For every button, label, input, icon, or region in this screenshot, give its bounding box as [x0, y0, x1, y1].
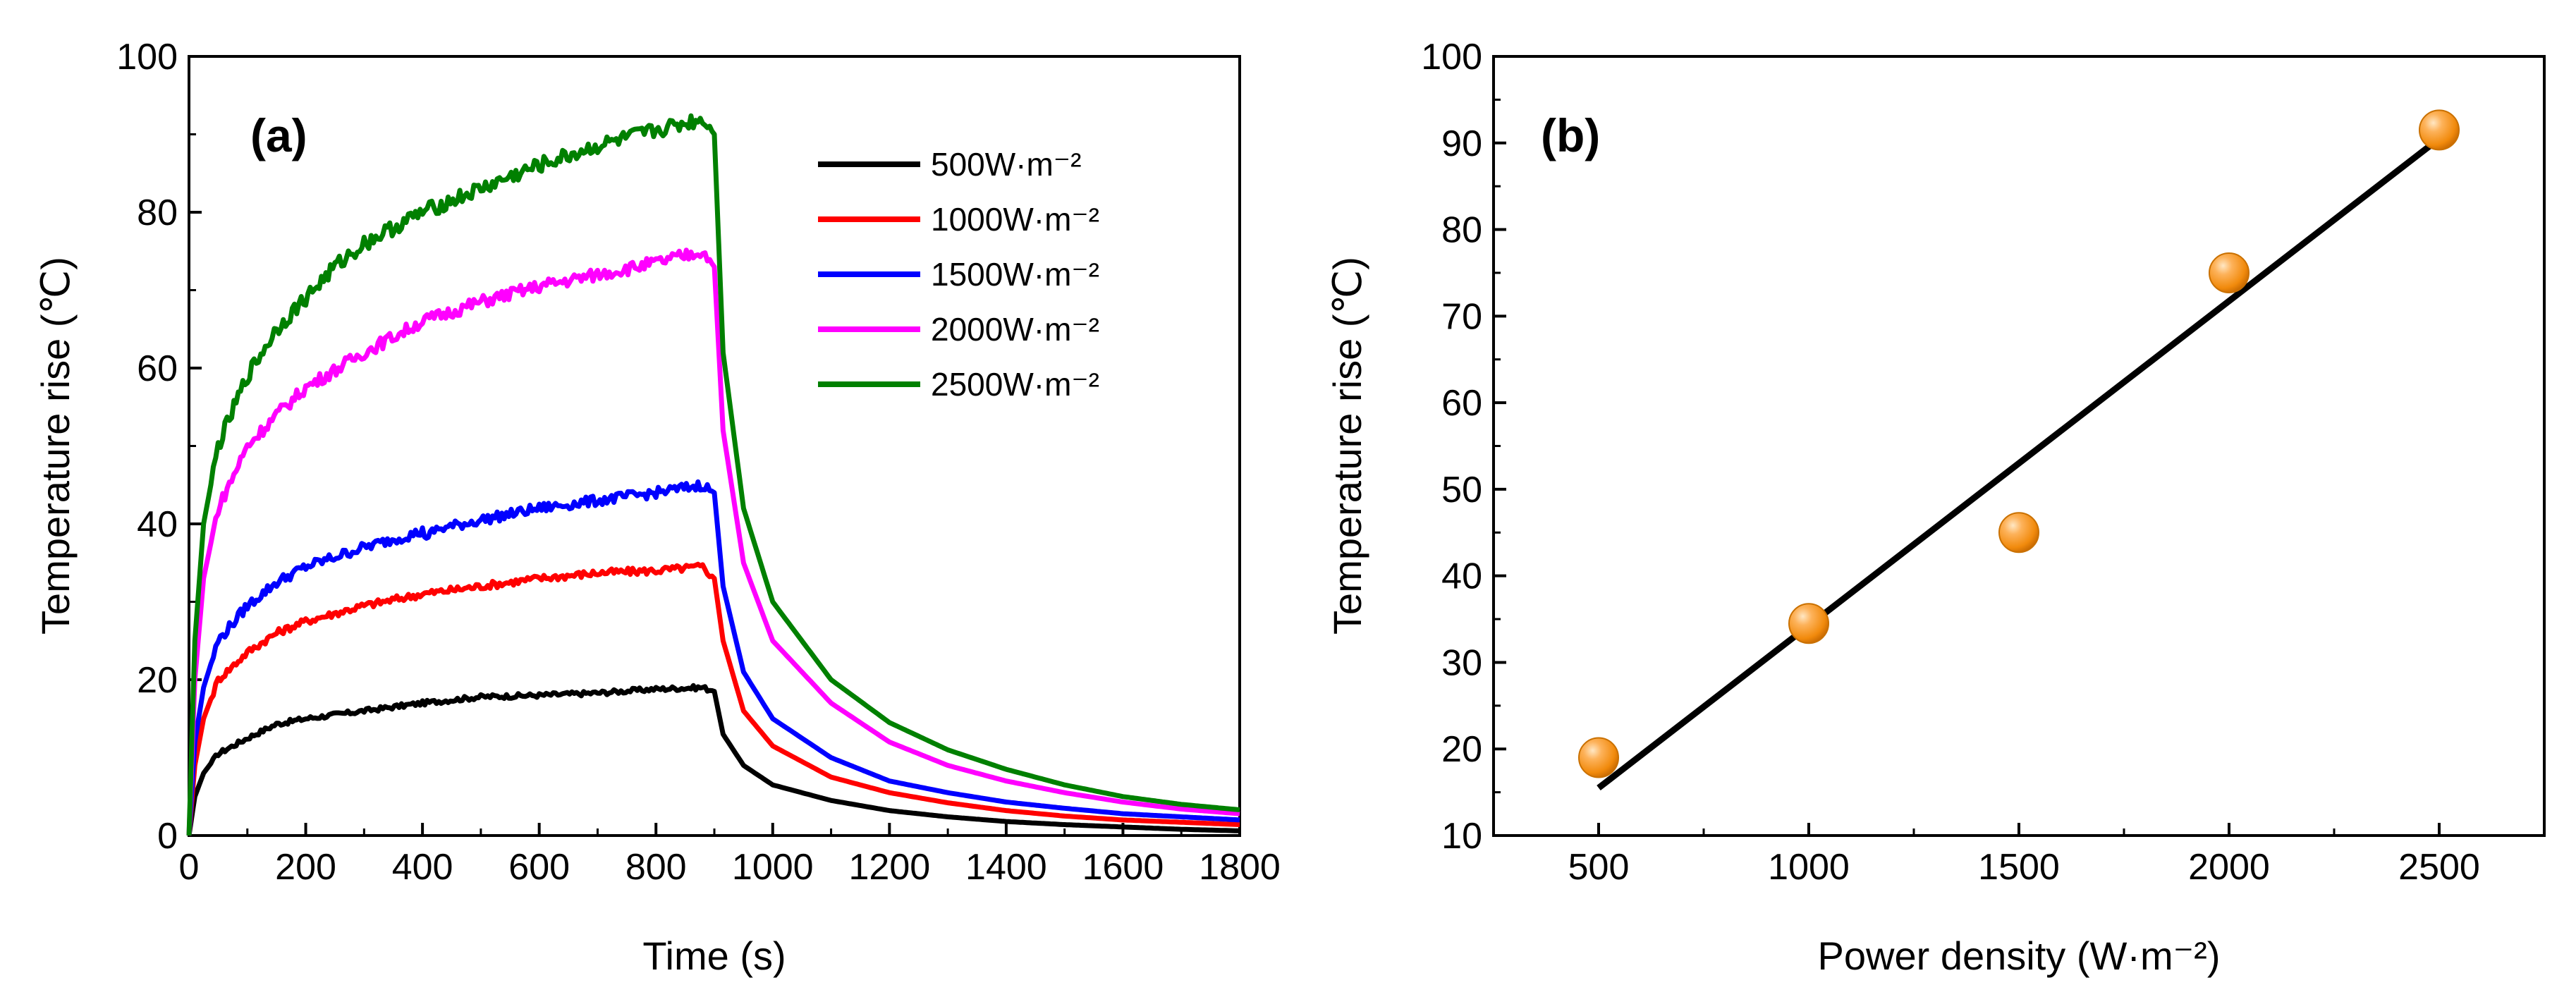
y-tick-label-b: 90 [1441, 123, 1482, 164]
y-tick-label-b: 10 [1441, 816, 1482, 857]
x-tick-label-a: 400 [392, 847, 453, 888]
y-tick-label-a: 60 [137, 348, 178, 389]
y-tick-label-b: 60 [1441, 383, 1482, 424]
x-tick-label-a: 200 [275, 847, 336, 888]
x-tick-label-a: 1800 [1199, 847, 1281, 888]
y-tick-label-b: 50 [1441, 470, 1482, 510]
legend-label-4: 2000W·m⁻² [931, 311, 1099, 348]
y-tick-label-a: 100 [116, 37, 178, 78]
series-line-4 [186, 247, 1240, 836]
y-tick-label-b: 70 [1441, 296, 1482, 337]
y-tick-label-b: 80 [1441, 210, 1482, 251]
x-tick-label-b: 2500 [2398, 847, 2480, 888]
chart-panel-a: 0 200 400 600 800 1000 1200 1400 1600 1800 0 20 40 60… [33, 37, 1281, 978]
panel-label-a: (a) [250, 109, 307, 161]
x-tick-label-a: 1000 [732, 847, 814, 888]
y-axis-label-a: Temperature rise (℃) [33, 257, 78, 635]
y-tick-label-a: 20 [137, 660, 178, 701]
y-tick-label-a: 80 [137, 192, 178, 233]
y-tick-label-b: 40 [1441, 556, 1482, 597]
x-tick-label-a: 1400 [965, 847, 1047, 888]
fit-line [1597, 136, 2441, 791]
y-tick-label-a: 40 [137, 504, 178, 545]
x-tick-label-b: 500 [1568, 847, 1630, 888]
legend-label-1: 500W·m⁻² [931, 146, 1081, 183]
series-line-5 [186, 113, 1240, 836]
series-line-2 [186, 561, 1240, 836]
scatter-point-3 [1998, 512, 2039, 553]
scatter-point-5 [2419, 109, 2460, 151]
x-tick-label-b: 2000 [2188, 847, 2270, 888]
x-tick-label-a: 1200 [848, 847, 930, 888]
x-tick-label-a: 600 [508, 847, 570, 888]
scatter-point-2 [1788, 603, 1829, 644]
x-tick-label-a: 0 [179, 847, 200, 888]
y-axis-label-b: Temperature rise (℃) [1325, 257, 1369, 635]
x-axis-label-a: Time (s) [642, 934, 786, 978]
legend-label-5: 2500W·m⁻² [931, 366, 1099, 403]
y-tick-label-b: 20 [1441, 729, 1482, 770]
y-tick-label-a: 0 [157, 816, 178, 857]
legend-label-3: 1500W·m⁻² [931, 256, 1099, 293]
scatter-point-1 [1578, 737, 1619, 778]
legend-label-2: 1000W·m⁻² [931, 201, 1099, 238]
x-tick-label-a: 1600 [1082, 847, 1164, 888]
plot-frame-b [1492, 55, 2546, 837]
legend-a: 500W·m⁻² 1000W·m⁻² 1500W·m⁻² 2000W·m⁻² 2500W… [818, 146, 1099, 403]
panel-label-b: (b) [1541, 109, 1600, 161]
y-tick-label-b: 100 [1421, 37, 1482, 78]
series-line-3 [186, 479, 1240, 836]
scatter-point-4 [2209, 252, 2250, 293]
x-tick-label-b: 1500 [1978, 847, 2060, 888]
series-line-1 [186, 683, 1240, 836]
x-tick-label-b: 1000 [1768, 847, 1850, 888]
x-tick-label-a: 800 [625, 847, 687, 888]
chart-panel-b: 500 1000 1500 2000 2500 10 20 30 40 50 60 70 80 90 100… [1325, 37, 2546, 978]
y-tick-label-b: 30 [1441, 642, 1482, 683]
x-axis-label-b: Power density (W·m⁻²) [1818, 934, 2221, 978]
